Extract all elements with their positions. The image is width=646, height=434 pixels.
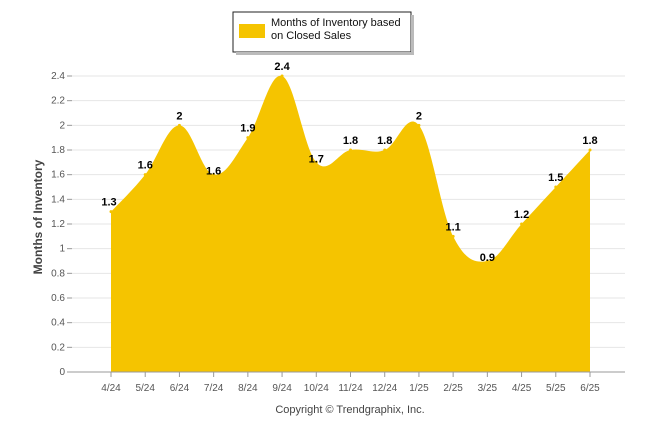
y-tick-label: 1.4 bbox=[51, 194, 65, 205]
data-point[interactable] bbox=[280, 74, 284, 78]
y-tick-label: 0.6 bbox=[51, 293, 65, 304]
data-point[interactable] bbox=[314, 160, 318, 164]
data-label: 1.5 bbox=[548, 172, 563, 184]
x-tick-label: 4/24 bbox=[101, 383, 121, 394]
data-label: 1.3 bbox=[101, 197, 116, 209]
area-series bbox=[109, 74, 592, 372]
data-label: 2 bbox=[176, 110, 182, 122]
data-label: 1.8 bbox=[377, 135, 392, 147]
y-tick-label: 0 bbox=[59, 367, 65, 378]
x-tick-label: 3/25 bbox=[478, 383, 498, 394]
x-tick-label: 1/25 bbox=[409, 383, 429, 394]
y-tick-label: 2.4 bbox=[51, 71, 65, 82]
data-point[interactable] bbox=[109, 210, 113, 214]
legend-label-line1: Months of Inventory based bbox=[271, 17, 401, 29]
x-axis: 4/24 5/24 6/24 7/24 8/24 9/24 10/24 11/24 12/24 1… bbox=[72, 371, 625, 394]
data-labels: 1.3 1.6 2 1.6 1.9 2.4 1.7 1.8 1.8 2 1.1 0.9 1.2 1.5 1.… bbox=[101, 61, 597, 264]
data-label: 1.6 bbox=[138, 160, 153, 172]
data-label: 0.9 bbox=[480, 252, 495, 264]
y-axis-ticks: 0 0.2 0.4 0.6 0.8 1 1.2 1.4 1.6 1.8 2 2.2 2.4 bbox=[51, 71, 72, 378]
legend-shadow bbox=[411, 15, 414, 55]
x-tick-label: 11/24 bbox=[338, 383, 363, 394]
data-point[interactable] bbox=[417, 123, 421, 127]
data-label: 1.9 bbox=[240, 123, 255, 135]
legend[interactable]: Months of Inventory based on Closed Sale… bbox=[232, 11, 414, 55]
y-tick-label: 1 bbox=[59, 244, 65, 255]
data-point[interactable] bbox=[143, 173, 147, 177]
data-label: 2 bbox=[416, 110, 422, 122]
data-label: 1.8 bbox=[343, 135, 358, 147]
x-tick-label: 9/24 bbox=[272, 383, 292, 394]
data-point[interactable] bbox=[588, 148, 592, 152]
legend-label-line2: on Closed Sales bbox=[271, 30, 352, 42]
x-tick-label: 4/25 bbox=[512, 383, 532, 394]
y-tick-label: 2 bbox=[59, 120, 65, 131]
data-point[interactable] bbox=[520, 222, 524, 226]
data-point[interactable] bbox=[246, 136, 250, 140]
data-point[interactable] bbox=[349, 148, 352, 152]
legend-swatch bbox=[239, 24, 265, 38]
x-tick-label: 12/24 bbox=[372, 383, 397, 394]
data-label: 1.2 bbox=[514, 209, 529, 221]
legend-shadow-bottom bbox=[236, 52, 414, 55]
y-tick-label: 0.8 bbox=[51, 268, 65, 279]
x-tick-label: 10/24 bbox=[304, 383, 329, 394]
data-point[interactable] bbox=[177, 123, 181, 127]
data-point[interactable] bbox=[554, 185, 558, 189]
y-tick-label: 1.6 bbox=[51, 170, 65, 181]
y-axis-title: Months of Inventory bbox=[31, 159, 45, 274]
x-tick-label: 6/25 bbox=[580, 383, 600, 394]
data-point[interactable] bbox=[212, 173, 216, 177]
data-label: 1.7 bbox=[309, 153, 324, 165]
y-tick-label: 1.8 bbox=[51, 145, 65, 156]
x-tick-label: 5/25 bbox=[546, 383, 566, 394]
data-point[interactable] bbox=[383, 148, 387, 152]
data-label: 1.6 bbox=[206, 166, 221, 178]
x-tick-label: 8/24 bbox=[238, 383, 258, 394]
copyright-footer: Copyright © Trendgraphix, Inc. bbox=[275, 404, 424, 416]
y-tick-label: 0.2 bbox=[51, 342, 65, 353]
x-tick-label: 2/25 bbox=[443, 383, 463, 394]
data-label: 1.8 bbox=[582, 135, 597, 147]
x-tick-label: 5/24 bbox=[135, 383, 155, 394]
data-point[interactable] bbox=[485, 259, 489, 263]
y-tick-label: 0.4 bbox=[51, 318, 65, 329]
x-tick-label: 7/24 bbox=[204, 383, 224, 394]
data-label: 2.4 bbox=[274, 61, 290, 73]
y-tick-label: 1.2 bbox=[51, 219, 65, 230]
data-point[interactable] bbox=[451, 234, 455, 238]
data-label: 1.1 bbox=[445, 221, 460, 233]
y-tick-label: 2.2 bbox=[51, 96, 65, 107]
x-tick-label: 6/24 bbox=[170, 383, 190, 394]
series-area bbox=[111, 75, 590, 372]
